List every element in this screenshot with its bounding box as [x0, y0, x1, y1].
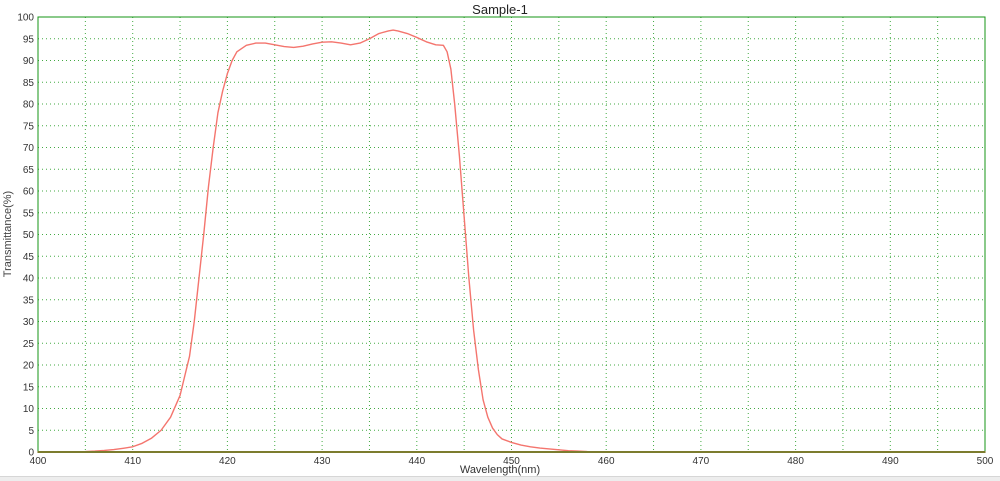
- y-tick-label: 10: [23, 404, 35, 415]
- y-tick-label: 0: [28, 448, 34, 459]
- x-tick-label: 500: [977, 456, 994, 467]
- chart-title: Sample-1: [472, 2, 528, 17]
- x-tick-label: 460: [598, 456, 615, 467]
- transmittance-curve: [37, 29, 986, 453]
- y-tick-label: 20: [23, 361, 35, 372]
- y-tick-label: 35: [23, 295, 35, 306]
- x-tick-label: 480: [787, 456, 804, 467]
- y-tick-label: 50: [23, 230, 35, 241]
- y-tick-label: 80: [23, 100, 35, 111]
- x-tick-label: 400: [30, 456, 47, 467]
- y-tick-label: 75: [23, 121, 35, 132]
- x-tick-label: 470: [693, 456, 710, 467]
- x-tick-label: 440: [408, 456, 425, 467]
- y-tick-label: 85: [23, 78, 35, 89]
- x-axis-title: Wavelength(nm): [459, 464, 541, 476]
- x-tick-label: 430: [314, 456, 331, 467]
- y-tick-label: 40: [23, 274, 35, 285]
- y-tick-label: 5: [28, 426, 34, 437]
- y-tick-label: 30: [23, 317, 35, 328]
- window-bottom-strip: [0, 476, 1000, 481]
- x-tick-label: 410: [124, 456, 141, 467]
- y-tick-label: 45: [23, 252, 35, 263]
- x-tick-label: 490: [882, 456, 899, 467]
- y-tick-label: 90: [23, 56, 35, 67]
- x-tick-label: 450: [503, 456, 520, 467]
- x-tick-label: 420: [219, 456, 236, 467]
- y-tick-label: 65: [23, 165, 35, 176]
- y-tick-label: 15: [23, 382, 35, 393]
- y-tick-label: 25: [23, 339, 35, 350]
- y-tick-label: 95: [23, 34, 35, 45]
- y-tick-label: 100: [17, 13, 34, 24]
- y-tick-label: 60: [23, 187, 35, 198]
- y-tick-label: 70: [23, 143, 35, 154]
- y-tick-label: 55: [23, 208, 35, 219]
